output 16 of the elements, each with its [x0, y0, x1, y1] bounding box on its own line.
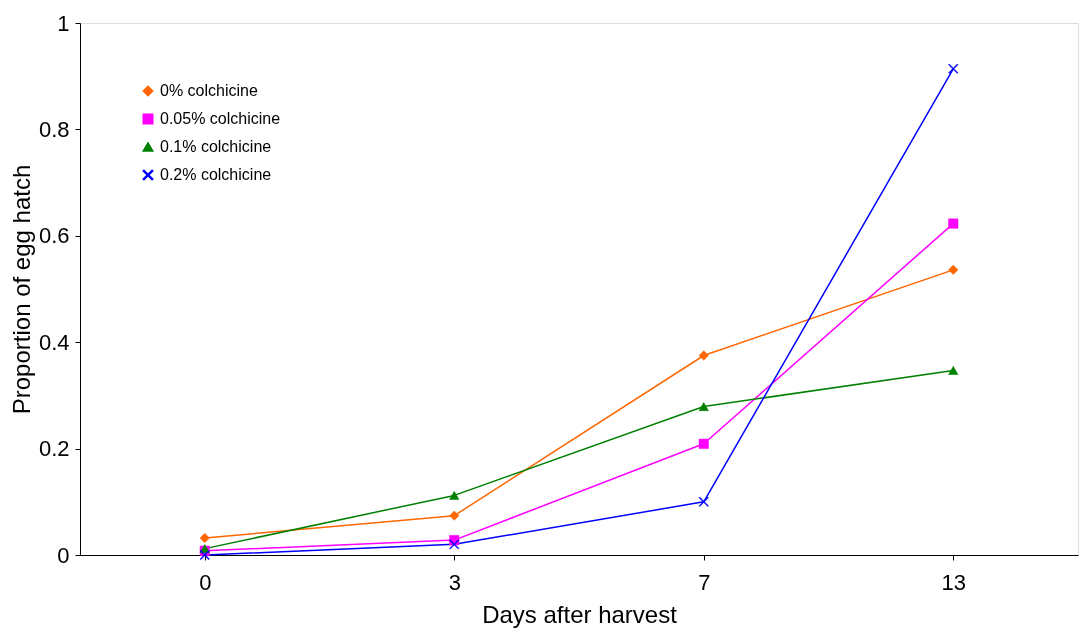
- x-tick-label: 0: [199, 569, 212, 595]
- y-axis-title: Proportion of egg hatch: [7, 164, 35, 415]
- x-tick-label: 13: [941, 569, 966, 595]
- legend-label: 0.1% colchicine: [160, 138, 272, 155]
- y-tick-label: 0.2: [38, 436, 70, 462]
- x-tick-label: 7: [698, 569, 711, 595]
- y-tick-label: 0.4: [38, 329, 70, 355]
- legend-label: 0.2% colchicine: [160, 166, 272, 183]
- x-axis-title: Days after harvest: [482, 600, 678, 628]
- legend-label: 0.05% colchicine: [160, 110, 281, 127]
- y-tick-label: 1: [57, 10, 70, 36]
- legend-label: 0% colchicine: [160, 82, 258, 99]
- x-tick-label: 3: [448, 569, 461, 595]
- y-tick-label: 0.6: [38, 223, 70, 249]
- y-tick-label: 0.8: [38, 116, 70, 142]
- y-tick-label: 0: [57, 542, 70, 568]
